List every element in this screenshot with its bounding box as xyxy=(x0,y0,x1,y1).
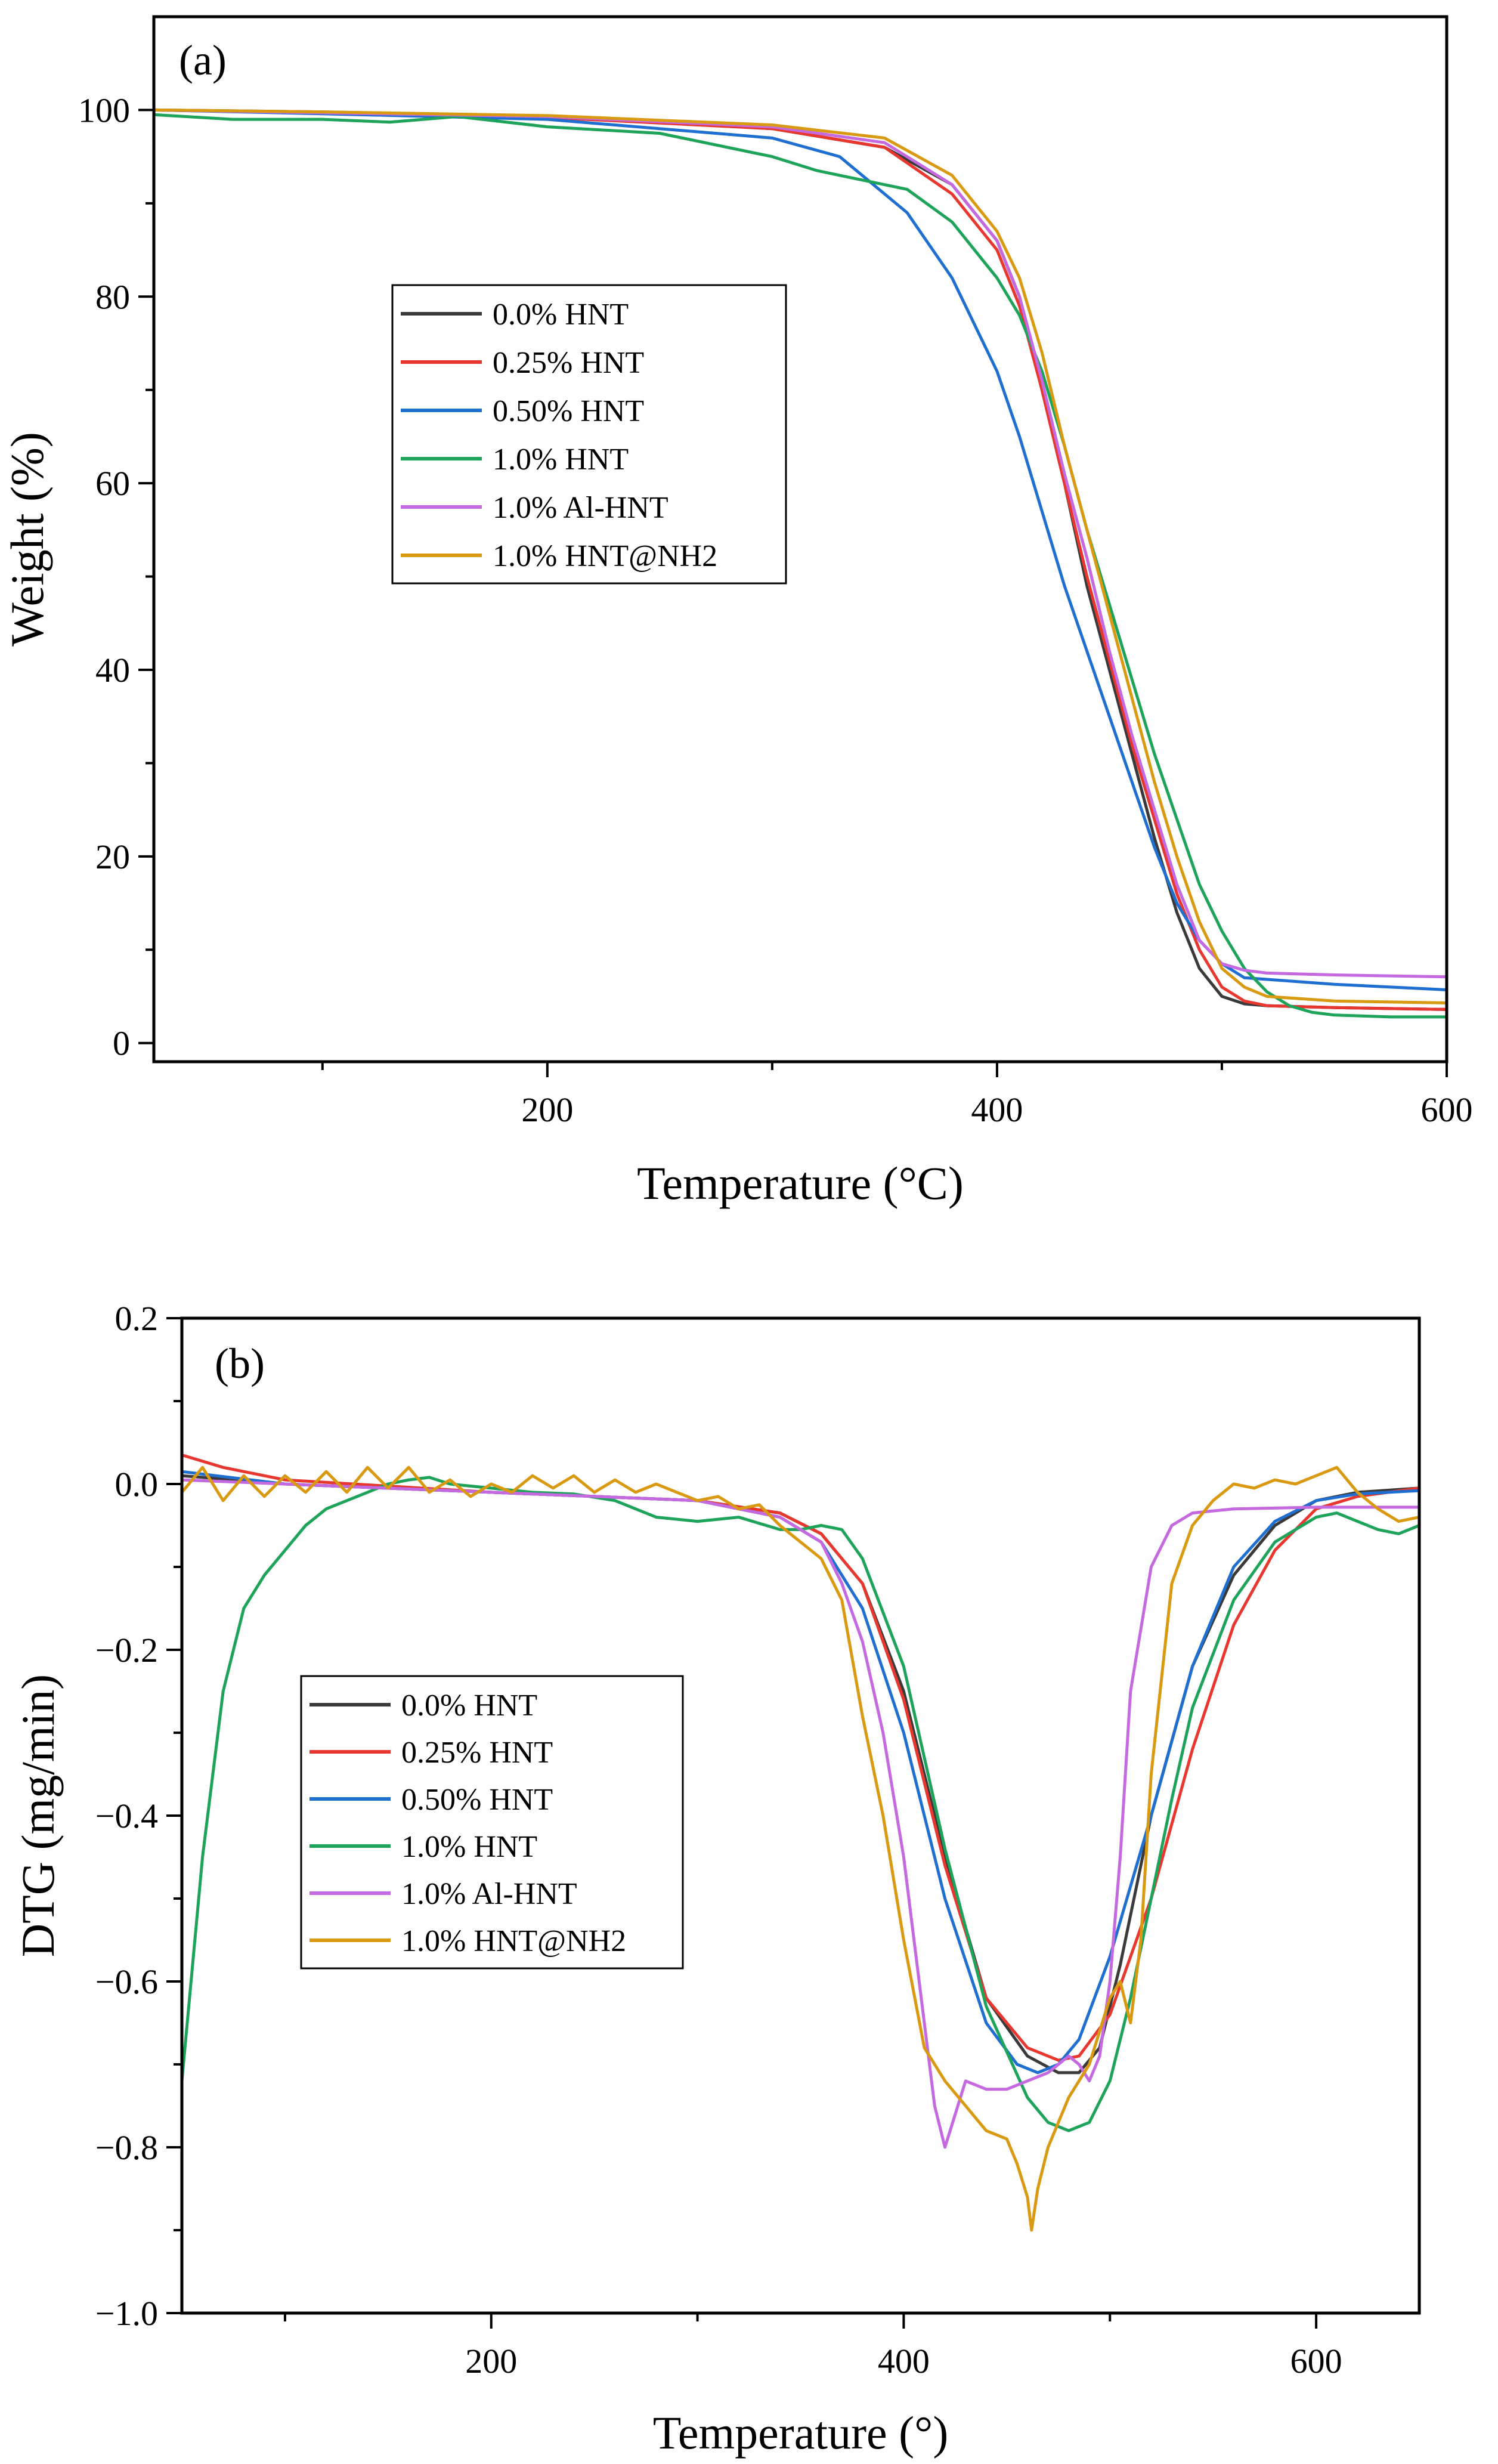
series-line-1-0-hnt-nh2 xyxy=(154,108,1447,1004)
panel-label: (b) xyxy=(215,1340,265,1387)
x-tick-label: 200 xyxy=(465,2342,517,2380)
y-tick-label: 0.0 xyxy=(115,1465,159,1504)
plot-frame xyxy=(152,15,1449,1063)
x-axis-label: Temperature (°) xyxy=(653,2407,949,2459)
y-tick-label: 40 xyxy=(95,651,130,690)
legend-entry: 1.0% Al-HNT xyxy=(401,1877,577,1911)
legend-entry: 0.25% HNT xyxy=(401,1736,553,1770)
series-line-1-0-hnt-nh2 xyxy=(182,1466,1419,2232)
series-line-0-50-hnt xyxy=(154,108,1447,991)
legend-box xyxy=(300,1675,684,1970)
panel-label: (a) xyxy=(179,36,227,84)
x-tick-label: 600 xyxy=(1290,2342,1342,2380)
legend-box xyxy=(391,284,787,585)
legend-entry: 1.0% HNT xyxy=(493,443,629,477)
legend-entry: 1.0% HNT@NH2 xyxy=(401,1924,626,1958)
series-line-1-0-al-hnt xyxy=(154,108,1447,979)
series-group xyxy=(154,108,1447,1019)
y-tick-label: −0.8 xyxy=(95,2128,158,2167)
y-axis-label: DTG (mg/min) xyxy=(12,1674,64,1957)
series-line-1-0-al-hnt xyxy=(182,1478,1419,2149)
y-tick-label: 0 xyxy=(113,1024,130,1063)
x-axis-label: Temperature (°C) xyxy=(637,1157,964,1209)
series-line-1-0-hnt xyxy=(154,113,1447,1019)
legend-entry: 0.50% HNT xyxy=(493,394,644,428)
y-tick-label: −0.4 xyxy=(95,1797,158,1835)
legend-entry: 0.0% HNT xyxy=(493,298,629,332)
legend-entry: 0.0% HNT xyxy=(401,1689,537,1723)
y-axis-label: Weight (%) xyxy=(1,432,53,647)
legend-entry: 0.25% HNT xyxy=(493,346,644,380)
panel-a: 200 400 600 0 20 40 60 80 100 Temperature (°C) Wei… xyxy=(1,15,1473,1209)
y-tick-label: 80 xyxy=(95,277,130,316)
x-tick-label: 200 xyxy=(521,1090,573,1129)
series-group xyxy=(182,1453,1419,2232)
y-tick-label: −1.0 xyxy=(95,2294,158,2333)
y-tick-label: 0.2 xyxy=(115,1299,159,1338)
y-tick-label: 60 xyxy=(95,464,130,503)
series-line-0-25-hnt xyxy=(154,108,1447,1011)
y-tick-label: −0.2 xyxy=(95,1631,158,1670)
panel-b: 200 400 600 0.2 0.0 −0.2 −0.4 −0.6 −0.8 −1.0 Tempe… xyxy=(12,1299,1421,2459)
y-tick-label: 100 xyxy=(78,91,130,129)
x-tick-label: 400 xyxy=(971,1090,1023,1129)
legend-entry: 0.50% HNT xyxy=(401,1783,553,1817)
legend: 0.0% HNT 0.25% HNT 0.50% HNT 1.0% HNT 1.0% A… xyxy=(300,1675,684,1970)
legend: 0.0% HNT 0.25% HNT 0.50% HNT 1.0% HNT 1.0% A… xyxy=(391,284,787,585)
x-tick-label: 400 xyxy=(878,2342,930,2380)
series-line-1-0-hnt xyxy=(182,1476,1419,2132)
y-tick-label: 20 xyxy=(95,837,130,876)
legend-entry: 1.0% HNT@NH2 xyxy=(493,539,717,573)
x-tick-label: 600 xyxy=(1421,1090,1473,1129)
y-tick-label: −0.6 xyxy=(95,1962,158,2001)
legend-entry: 1.0% Al-HNT xyxy=(493,491,668,525)
legend-entry: 1.0% HNT xyxy=(401,1830,537,1864)
series-line-0-0-hnt xyxy=(154,108,1447,1011)
